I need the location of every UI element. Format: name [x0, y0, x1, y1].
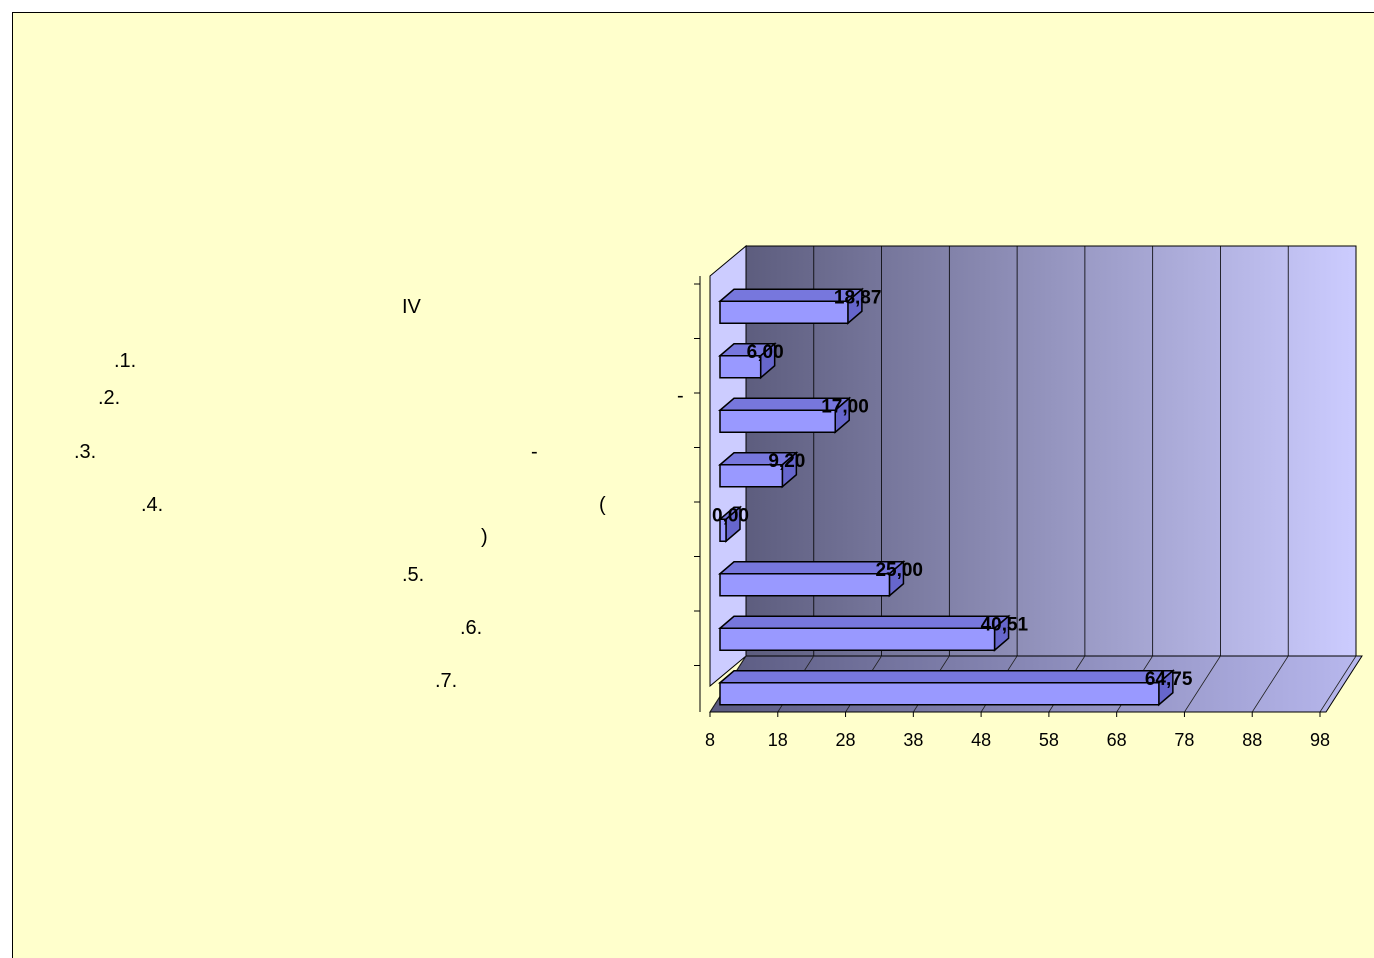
x-tick-label-8: 8 — [705, 730, 715, 750]
item-label-6: .6. — [460, 617, 483, 639]
x-tick-label-88: 88 — [1242, 730, 1262, 750]
bar-7 — [719, 627, 996, 651]
data-label-3: 17,00 — [821, 396, 869, 417]
bar-2 — [719, 355, 762, 379]
bar-top-7 — [717, 615, 1011, 629]
x-tick-label-98: 98 — [1310, 730, 1330, 750]
close-parenthesis: ) — [481, 526, 488, 548]
x-tick-label-78: 78 — [1174, 730, 1194, 750]
data-label-4: 9,20 — [768, 451, 805, 472]
item-label-3: .3. — [74, 441, 97, 463]
data-label-6: 25,00 — [875, 560, 923, 581]
item-label-1: .1. — [114, 350, 137, 372]
bar-5 — [719, 518, 727, 542]
open-parenthesis: ( — [599, 494, 606, 516]
data-label-8: 64,75 — [1145, 669, 1193, 690]
item-label-5: .5. — [402, 564, 425, 586]
dash-mark-lower: - — [531, 441, 538, 463]
bar-3 — [719, 409, 836, 433]
data-label-1: 18,87 — [834, 287, 882, 308]
data-label-2: 6,00 — [747, 342, 784, 363]
x-tick-label-28: 28 — [836, 730, 856, 750]
x-tick-label-58: 58 — [1039, 730, 1059, 750]
x-tick-label-48: 48 — [971, 730, 991, 750]
bar-8 — [719, 682, 1160, 706]
floor-gridline-78 — [1184, 655, 1221, 713]
item-label-7: .7. — [435, 670, 458, 692]
item-label-4: .4. — [141, 494, 164, 516]
dash-mark-upper: - — [677, 385, 684, 407]
x-tick-label-38: 38 — [903, 730, 923, 750]
bar-top-8 — [717, 670, 1175, 684]
bar-4 — [719, 464, 784, 488]
bar-6 — [719, 573, 891, 597]
floor-gridline-88 — [1251, 655, 1289, 713]
item-label-2: .2. — [98, 387, 121, 409]
bar-1 — [719, 300, 849, 324]
data-label-7: 40,51 — [981, 614, 1029, 635]
roman-numeral-label: IV — [402, 296, 421, 318]
floor-gridline-98 — [1319, 655, 1357, 713]
x-tick-label-18: 18 — [768, 730, 788, 750]
data-label-5: 0,00 — [712, 505, 749, 526]
x-tick-label-68: 68 — [1107, 730, 1127, 750]
